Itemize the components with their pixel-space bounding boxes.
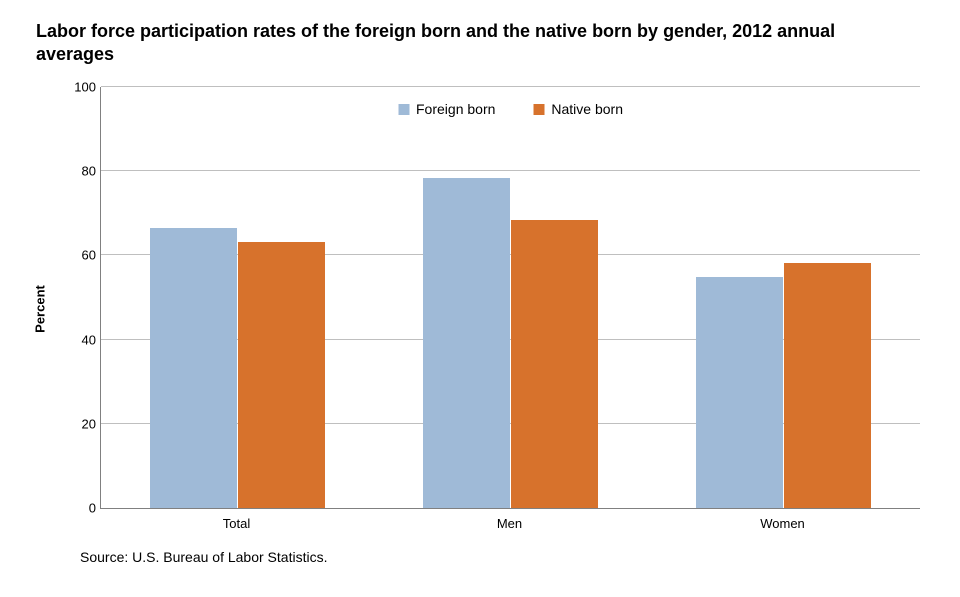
- y-tick-label: 0: [66, 501, 96, 516]
- page: Labor force participation rates of the f…: [0, 0, 960, 597]
- y-tick-label: 80: [66, 164, 96, 179]
- legend-swatch: [533, 104, 544, 115]
- y-tick-label: 20: [66, 416, 96, 431]
- x-tick-label: Total: [223, 516, 250, 531]
- y-tick-label: 60: [66, 248, 96, 263]
- legend-swatch: [398, 104, 409, 115]
- gridline: [101, 86, 920, 87]
- bar: [511, 220, 598, 508]
- legend-label: Native born: [551, 101, 623, 117]
- gridline: [101, 170, 920, 171]
- legend-label: Foreign born: [416, 101, 495, 117]
- chart-title: Labor force participation rates of the f…: [36, 20, 896, 65]
- legend-item-native-born: Native born: [533, 101, 623, 117]
- bar: [696, 277, 783, 508]
- y-tick-label: 100: [66, 80, 96, 95]
- y-tick-label: 40: [66, 332, 96, 347]
- x-tick-label: Women: [760, 516, 805, 531]
- chart-area: Percent Foreign born Native born 0204060…: [50, 79, 930, 539]
- y-axis-label: Percent: [33, 285, 48, 333]
- bar: [238, 242, 325, 508]
- legend: Foreign born Native born: [398, 101, 623, 117]
- plot-area: Foreign born Native born: [100, 87, 920, 509]
- bar: [423, 178, 510, 508]
- bar: [784, 263, 871, 508]
- x-tick-label: Men: [497, 516, 522, 531]
- source-note: Source: U.S. Bureau of Labor Statistics.: [80, 549, 930, 565]
- legend-item-foreign-born: Foreign born: [398, 101, 495, 117]
- bar: [150, 228, 237, 508]
